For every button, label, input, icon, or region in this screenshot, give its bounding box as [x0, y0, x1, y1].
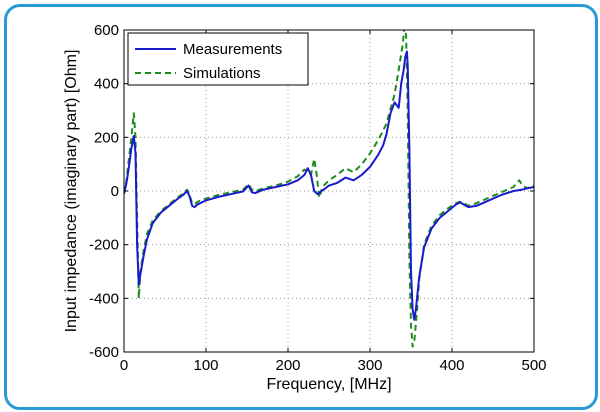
ticks: 0 100 200 300 400 500 -600 -400 -200 0 200 400 600 [89, 22, 547, 374]
y-tick-label: 0 [111, 183, 119, 200]
x-tick-label: 300 [357, 357, 382, 374]
y-tick-label: -600 [89, 344, 119, 361]
legend-box [127, 32, 309, 86]
x-axis-label: Frequency, [MHz] [266, 376, 391, 393]
y-axis-label: Input impedance (imaginary part) [Ohm] [63, 50, 80, 333]
x-tick-label: 0 [120, 357, 128, 374]
y-tick-label: -400 [89, 290, 119, 307]
x-tick-label: 200 [275, 357, 300, 374]
y-tick-label: -200 [89, 237, 119, 254]
series-line-measurements [124, 50, 534, 321]
legend-label-measurements: Measurements [183, 41, 282, 58]
x-tick-label: 500 [521, 357, 546, 374]
legend: Measurements Simulations [127, 32, 309, 86]
y-tick-label: 600 [94, 22, 119, 39]
series-layer [124, 30, 534, 348]
legend-label-simulations: Simulations [183, 65, 261, 82]
x-tick-label: 400 [439, 357, 464, 374]
y-tick-label: 200 [94, 129, 119, 146]
x-tick-label: 100 [193, 357, 218, 374]
y-tick-label: 400 [94, 76, 119, 93]
